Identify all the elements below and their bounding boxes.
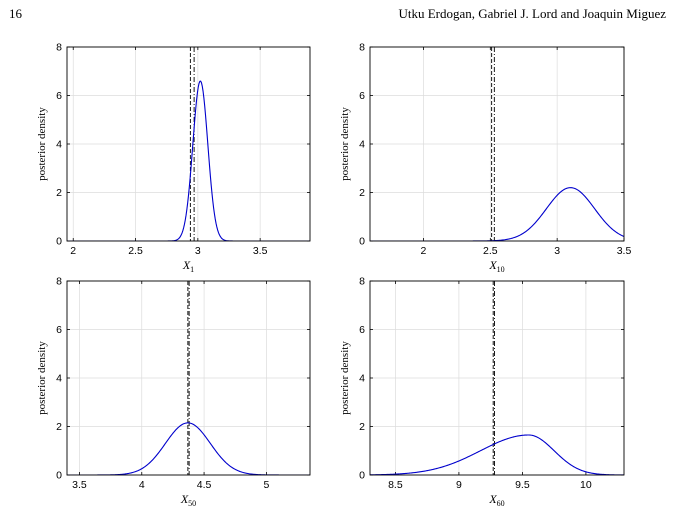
x-tick-label: 2 [70,245,76,257]
y-tick-label: 2 [359,421,365,433]
x-axis-label: X10 [488,258,504,274]
x-tick-label: 4.5 [197,479,212,491]
axes-box [66,280,311,476]
y-tick-label: 4 [56,139,62,151]
posterior-density-curve [370,187,624,241]
x-axis-label: X50 [180,492,196,508]
y-tick-label: 8 [359,42,365,54]
running-head-authors: Utku Erdogan, Gabriel J. Lord and Joaqui… [398,6,666,21]
y-tick-label: 2 [56,421,62,433]
y-tick-label: 4 [359,373,365,385]
y-tick-label: 6 [359,324,365,336]
axes-box [369,280,625,476]
x-tick-label: 2 [421,245,427,257]
y-tick-label: 0 [359,236,365,248]
x-tick-label: 2.5 [483,245,498,257]
y-tick-label: 0 [56,236,62,248]
x-tick-label: 3.5 [253,245,268,257]
y-tick-label: 0 [359,470,365,482]
x-axis-label: X1 [182,258,194,274]
posterior-density-curve [67,80,310,241]
y-tick-label: 6 [56,324,62,336]
x-tick-label: 8.5 [388,479,403,491]
x-tick-label: 3.5 [617,245,632,257]
axes-box [66,46,311,242]
chart-panel-top-right: 2 2.5 3 3.5 0 2 4 6 8 posterior density X10 [339,42,631,275]
y-tick-label: 8 [56,42,62,54]
y-axis-label: posterior density [36,341,48,415]
y-tick-label: 2 [56,187,62,199]
y-tick-label: 0 [56,470,62,482]
x-tick-label: 3.5 [72,479,87,491]
axes-box [369,46,625,242]
posterior-density-curve [67,422,310,475]
x-tick-label: 4 [139,479,145,491]
x-axis-label: X60 [488,492,504,508]
y-tick-label: 4 [359,139,365,151]
chart-panel-bottom-left: 3.5 4 4.5 5 0 2 4 6 8 posterior density X50 [36,276,311,508]
x-tick-label: 3 [195,245,201,257]
y-axis-label: posterior density [36,107,48,181]
x-tick-label: 3 [554,245,560,257]
posterior-density-curve [370,434,624,475]
y-tick-label: 6 [359,90,365,102]
x-tick-label: 9.5 [515,479,530,491]
page-number: 16 [9,6,22,21]
x-tick-label: 5 [263,479,269,491]
y-tick-label: 6 [56,90,62,102]
y-axis-label: posterior density [339,341,351,415]
y-tick-label: 2 [359,187,365,199]
x-tick-label: 9 [456,479,462,491]
x-tick-label: 2.5 [128,245,143,257]
y-tick-label: 4 [56,373,62,385]
y-axis-label: posterior density [339,107,351,181]
chart-panel-bottom-right: 8.5 9 9.5 10 0 2 4 6 8 posterior density X60 [339,276,625,508]
y-tick-label: 8 [56,276,62,288]
x-tick-label: 10 [580,479,592,491]
y-tick-label: 8 [359,276,365,288]
